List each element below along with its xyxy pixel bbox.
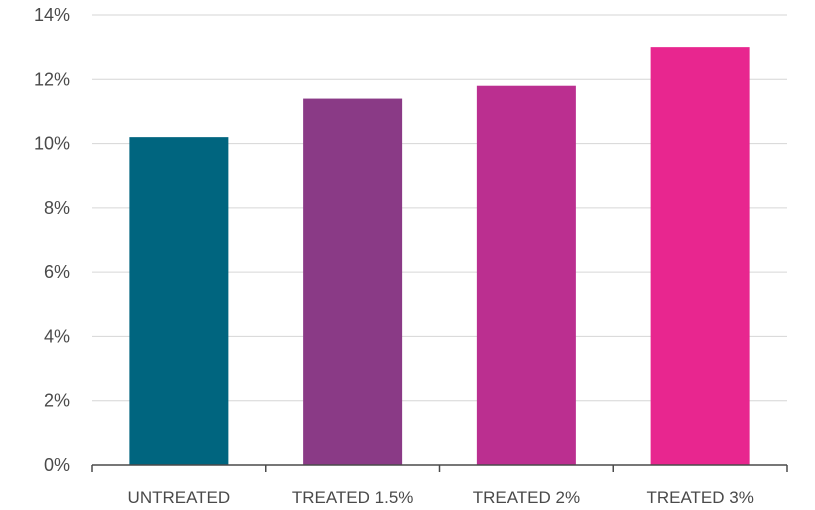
y-tick-label: 14% (34, 5, 70, 25)
x-category-label: TREATED 3% (646, 488, 753, 507)
y-tick-label: 0% (44, 455, 70, 475)
y-tick-label: 10% (34, 134, 70, 154)
x-category-label: UNTREATED (128, 488, 231, 507)
bar (129, 137, 229, 465)
x-axis (91, 464, 788, 472)
bar (650, 47, 750, 466)
y-tick-label: 2% (44, 391, 70, 411)
y-axis-tick-labels: 0% 2% 4% 6% 8% 10% 12% 14% (34, 5, 70, 475)
y-tick-label: 4% (44, 326, 70, 346)
y-tick-label: 6% (44, 262, 70, 282)
y-tick-label: 8% (44, 198, 70, 218)
x-category-label: TREATED 1.5% (292, 488, 414, 507)
x-axis-category-labels: UNTREATED TREATED 1.5% TREATED 2% TREATED 3… (128, 488, 754, 507)
bar (303, 98, 403, 466)
bar (476, 85, 576, 465)
y-tick-label: 12% (34, 69, 70, 89)
bars (129, 47, 750, 466)
x-category-label: TREATED 2% (473, 488, 580, 507)
